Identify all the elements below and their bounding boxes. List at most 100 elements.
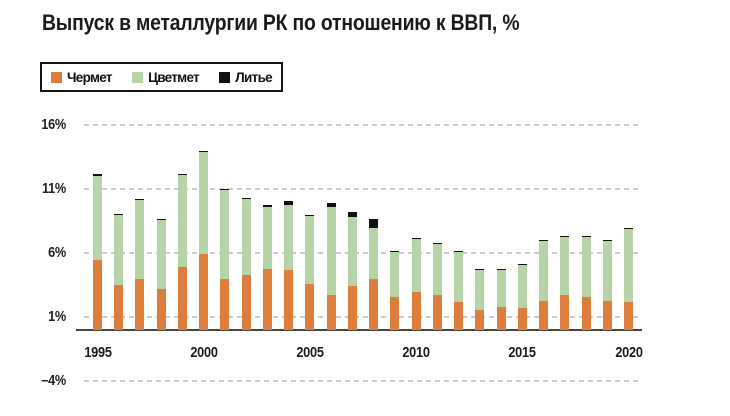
legend-label-chermet: Чермет xyxy=(67,69,112,85)
bar-1997-chermet xyxy=(135,278,145,330)
bar-2005-chermet xyxy=(305,283,315,330)
bar-2000-tsvetmet xyxy=(199,152,209,255)
bar-1996-tsvetmet xyxy=(114,214,124,286)
bar-2010-chermet xyxy=(411,291,421,330)
bar-2009-litye xyxy=(390,251,400,252)
bar-2013-tsvetmet xyxy=(475,269,485,310)
bar-2002-chermet xyxy=(241,274,251,330)
bar-2004-chermet xyxy=(284,269,294,330)
bar-2020-litye xyxy=(624,228,633,229)
legend-box: Чермет Цветмет Литье xyxy=(40,62,283,92)
bar-1998-litye xyxy=(156,219,166,220)
y-axis-label-16: 16% xyxy=(41,116,66,134)
bar-2006-litye xyxy=(326,203,336,208)
x-axis-label-2020: 2020 xyxy=(614,344,643,361)
bar-2011-chermet xyxy=(432,295,442,330)
gridline-11 xyxy=(84,188,642,191)
bar-2000-chermet xyxy=(199,254,209,330)
bar-2011-litye xyxy=(432,242,442,245)
x-axis-label-2010: 2010 xyxy=(402,344,430,361)
bar-2007-tsvetmet xyxy=(347,217,357,287)
bar-2012-chermet xyxy=(454,301,464,330)
bar-2001-chermet xyxy=(220,278,230,330)
y-axis-label-1: 1% xyxy=(48,308,66,326)
bar-2014-litye xyxy=(496,269,506,270)
bar-2003-tsvetmet xyxy=(262,207,272,269)
bar-2004-litye xyxy=(284,200,294,205)
legend-label-tsvetmet: Цветмет xyxy=(148,69,200,85)
bar-2016-chermet xyxy=(539,300,549,330)
bar-2015-chermet xyxy=(517,308,527,330)
bar-2020-chermet xyxy=(624,301,633,330)
bar-2014-chermet xyxy=(496,306,506,330)
legend-item-litye: Литье xyxy=(219,69,273,85)
bar-1998-tsvetmet xyxy=(156,219,166,290)
bar-2008-litye xyxy=(369,218,379,228)
x-axis-label-2015: 2015 xyxy=(508,344,537,361)
bar-1998-chermet xyxy=(156,289,166,330)
bar-2007-litye xyxy=(347,212,357,218)
bar-2018-tsvetmet xyxy=(581,236,591,297)
x-axis-label-1995: 1995 xyxy=(83,344,112,361)
bar-2009-chermet xyxy=(390,296,400,330)
bar-2018-chermet xyxy=(581,296,591,330)
bar-1995-tsvetmet xyxy=(93,176,102,260)
bar-2006-chermet xyxy=(326,295,336,330)
bar-1996-litye xyxy=(114,214,124,215)
bar-1995-litye xyxy=(93,173,102,177)
bar-2006-tsvetmet xyxy=(326,207,336,296)
bar-2013-chermet xyxy=(475,309,485,330)
bar-2018-litye xyxy=(581,235,591,237)
bar-2016-litye xyxy=(539,239,549,241)
bar-1997-litye xyxy=(135,198,145,200)
bar-2003-chermet xyxy=(262,268,272,330)
bar-2016-tsvetmet xyxy=(539,240,549,301)
bar-2010-litye xyxy=(411,238,421,240)
x-axis-label-2000: 2000 xyxy=(190,344,218,361)
bar-2011-tsvetmet xyxy=(432,244,442,296)
y-axis-label-6: 6% xyxy=(48,244,66,262)
bar-2019-litye xyxy=(602,239,612,241)
bar-2007-chermet xyxy=(347,286,357,330)
bar-2005-litye xyxy=(305,214,315,217)
bar-2002-tsvetmet xyxy=(241,199,251,275)
bar-2008-chermet xyxy=(369,278,379,330)
bar-2013-litye xyxy=(475,269,485,270)
litye-swatch-icon xyxy=(219,71,231,83)
bar-2009-tsvetmet xyxy=(390,251,400,297)
bar-2003-litye xyxy=(262,204,272,208)
chart-title: Выпуск в металлургии РК по отношению к В… xyxy=(42,10,520,35)
bar-2014-tsvetmet xyxy=(496,269,506,307)
tsvetmet-swatch-icon xyxy=(132,71,144,83)
bar-2010-tsvetmet xyxy=(411,239,421,292)
bar-2012-litye xyxy=(454,250,464,252)
bar-2001-tsvetmet xyxy=(220,190,230,279)
bar-2004-tsvetmet xyxy=(284,204,294,270)
bar-2008-tsvetmet xyxy=(369,227,379,279)
bar-2017-litye xyxy=(560,235,570,237)
bar-2005-tsvetmet xyxy=(305,216,315,284)
gridline-6 xyxy=(84,252,642,255)
x-axis-line xyxy=(76,329,642,331)
bar-1995-chermet xyxy=(93,259,102,330)
y-axis-label--4: –4% xyxy=(41,372,66,390)
bar-1997-tsvetmet xyxy=(135,199,145,279)
bar-2019-tsvetmet xyxy=(602,240,612,301)
gridline-1 xyxy=(84,316,642,319)
bar-2015-tsvetmet xyxy=(517,264,527,309)
bar-2002-litye xyxy=(241,198,251,200)
bar-1996-chermet xyxy=(114,285,124,330)
bar-2015-litye xyxy=(517,264,527,265)
gridline--4 xyxy=(84,380,642,383)
bar-1999-litye xyxy=(177,173,187,176)
x-axis-label-2005: 2005 xyxy=(296,344,324,361)
bar-2017-tsvetmet xyxy=(560,236,570,296)
chermet-swatch-icon xyxy=(51,71,62,83)
legend-label-litye: Литье xyxy=(235,69,272,85)
gridline-16 xyxy=(84,124,642,127)
bar-2000-litye xyxy=(199,150,209,153)
bar-2001-litye xyxy=(220,189,230,191)
bar-1999-tsvetmet xyxy=(177,175,187,268)
bar-2019-chermet xyxy=(602,300,612,330)
